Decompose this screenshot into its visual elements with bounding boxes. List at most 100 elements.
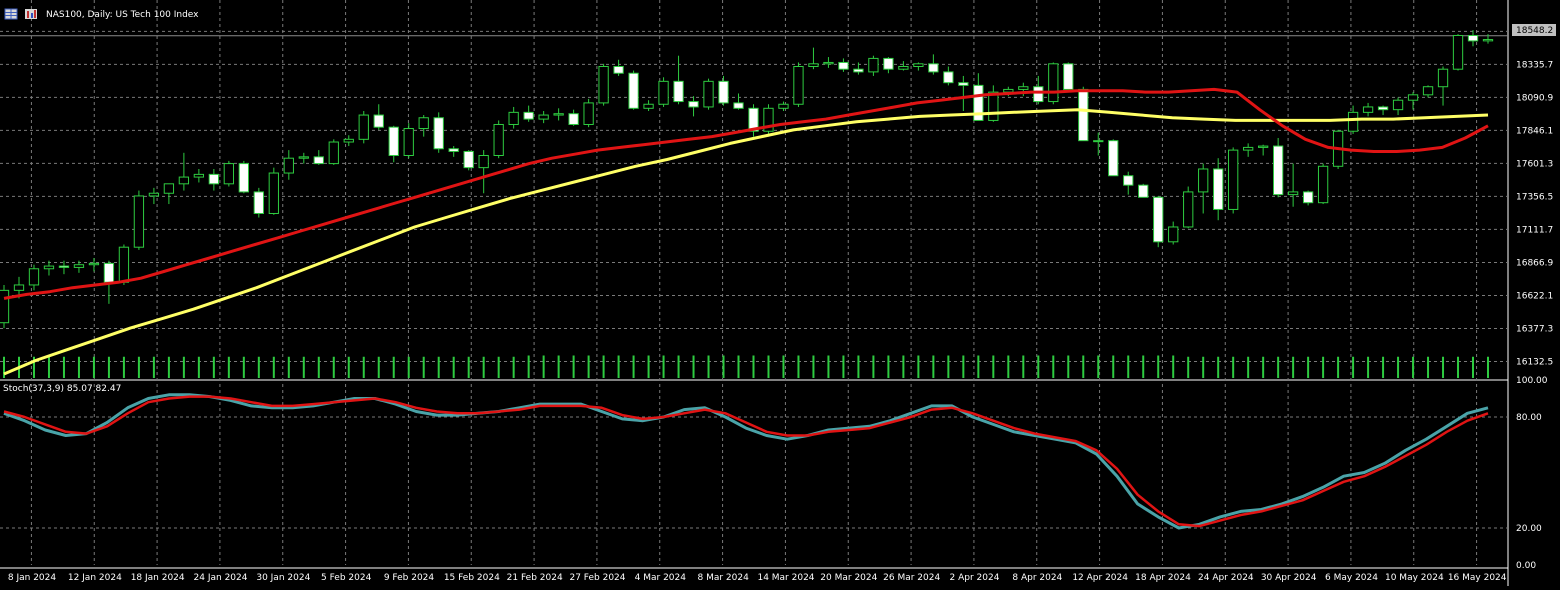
bear-candle[interactable]	[1108, 140, 1119, 177]
bull-candle[interactable]	[898, 66, 909, 70]
bear-candle[interactable]	[1272, 145, 1284, 196]
bull-candle[interactable]	[343, 138, 354, 143]
grid-menu-icon[interactable]	[4, 8, 18, 20]
bull-candle[interactable]	[1287, 191, 1299, 196]
bull-candle[interactable]	[148, 192, 160, 197]
bull-candle[interactable]	[868, 57, 879, 73]
bull-candle[interactable]	[418, 117, 429, 130]
bull-candle[interactable]	[118, 246, 130, 283]
bull-candle[interactable]	[403, 128, 414, 156]
bull-candle[interactable]	[508, 111, 519, 125]
bull-candle[interactable]	[1003, 88, 1014, 93]
bear-candle[interactable]	[1302, 191, 1314, 204]
bull-candle[interactable]	[1392, 99, 1404, 111]
bull-candle[interactable]	[133, 195, 145, 248]
bear-candle[interactable]	[973, 84, 984, 121]
bear-candle[interactable]	[433, 117, 444, 150]
bull-candle[interactable]	[598, 66, 609, 104]
bear-candle[interactable]	[1063, 63, 1074, 90]
bull-candle[interactable]	[283, 157, 294, 174]
candlesticks[interactable]	[0, 30, 1494, 329]
bull-candle[interactable]	[763, 107, 774, 132]
bull-candle[interactable]	[1093, 140, 1104, 143]
bull-candle[interactable]	[1362, 106, 1374, 113]
bear-candle[interactable]	[568, 113, 579, 125]
bear-candle[interactable]	[208, 173, 220, 185]
bull-candle[interactable]	[913, 63, 924, 68]
bull-candle[interactable]	[1048, 63, 1059, 103]
bull-candle[interactable]	[328, 141, 339, 165]
bear-candle[interactable]	[1153, 196, 1164, 243]
bull-candle[interactable]	[1168, 226, 1179, 243]
bull-candle[interactable]	[193, 173, 205, 178]
bear-candle[interactable]	[613, 66, 624, 74]
bear-candle[interactable]	[928, 63, 939, 73]
bull-candle[interactable]	[823, 61, 834, 65]
bull-candle[interactable]	[1347, 111, 1359, 132]
bull-candle[interactable]	[703, 80, 714, 108]
bull-candle[interactable]	[1258, 145, 1269, 148]
bear-candle[interactable]	[628, 72, 639, 109]
bull-candle[interactable]	[43, 265, 55, 270]
bull-candle[interactable]	[808, 63, 819, 68]
bull-candle[interactable]	[643, 103, 654, 109]
bear-candle[interactable]	[943, 71, 954, 84]
bull-candle[interactable]	[1198, 168, 1209, 193]
bull-candle[interactable]	[298, 156, 309, 159]
bear-candle[interactable]	[688, 101, 699, 108]
bear-candle[interactable]	[853, 68, 864, 73]
bear-candle[interactable]	[313, 156, 324, 165]
bear-candle[interactable]	[718, 80, 729, 104]
bear-candle[interactable]	[103, 262, 115, 283]
bear-candle[interactable]	[1377, 106, 1389, 111]
bull-candle[interactable]	[1183, 191, 1194, 228]
bull-candle[interactable]	[73, 264, 85, 268]
bull-candle[interactable]	[583, 102, 594, 125]
bull-candle[interactable]	[1482, 39, 1494, 42]
bull-candle[interactable]	[793, 66, 804, 105]
bear-candle[interactable]	[1467, 34, 1479, 42]
bull-candle[interactable]	[28, 268, 40, 286]
bull-candle[interactable]	[1452, 34, 1464, 70]
bull-candle[interactable]	[88, 262, 100, 266]
bull-candle[interactable]	[0, 289, 10, 324]
bear-candle[interactable]	[883, 57, 894, 70]
bear-candle[interactable]	[523, 111, 534, 120]
bear-candle[interactable]	[673, 80, 684, 103]
bear-candle[interactable]	[733, 102, 744, 109]
bear-candle[interactable]	[1123, 175, 1134, 186]
bear-candle[interactable]	[748, 107, 759, 132]
bull-candle[interactable]	[223, 163, 234, 185]
bull-candle[interactable]	[988, 91, 999, 121]
bull-candle[interactable]	[778, 103, 789, 109]
bull-candle[interactable]	[538, 114, 549, 120]
bull-candle[interactable]	[13, 284, 25, 291]
bear-candle[interactable]	[1078, 88, 1089, 142]
bull-candle[interactable]	[1437, 68, 1449, 88]
bear-candle[interactable]	[463, 150, 474, 169]
bull-candle[interactable]	[268, 172, 279, 214]
bull-candle[interactable]	[163, 183, 175, 194]
bull-candle[interactable]	[1243, 146, 1254, 151]
bear-candle[interactable]	[253, 191, 264, 214]
bull-candle[interactable]	[178, 176, 190, 185]
bear-candle[interactable]	[58, 265, 70, 268]
bear-candle[interactable]	[838, 61, 849, 70]
bull-candle[interactable]	[1018, 86, 1029, 90]
bear-candle[interactable]	[448, 148, 459, 152]
bear-candle[interactable]	[1213, 168, 1224, 210]
bull-candle[interactable]	[553, 113, 564, 116]
bear-candle[interactable]	[1033, 86, 1044, 103]
bull-candle[interactable]	[1407, 94, 1419, 101]
bull-candle[interactable]	[1422, 86, 1434, 96]
bear-candle[interactable]	[388, 126, 399, 156]
bear-candle[interactable]	[958, 82, 969, 86]
bull-candle[interactable]	[1317, 165, 1329, 204]
bull-candle[interactable]	[493, 123, 504, 156]
bull-candle[interactable]	[478, 155, 489, 169]
bear-candle[interactable]	[238, 163, 249, 193]
bull-candle[interactable]	[658, 80, 669, 105]
bull-candle[interactable]	[1228, 149, 1239, 210]
